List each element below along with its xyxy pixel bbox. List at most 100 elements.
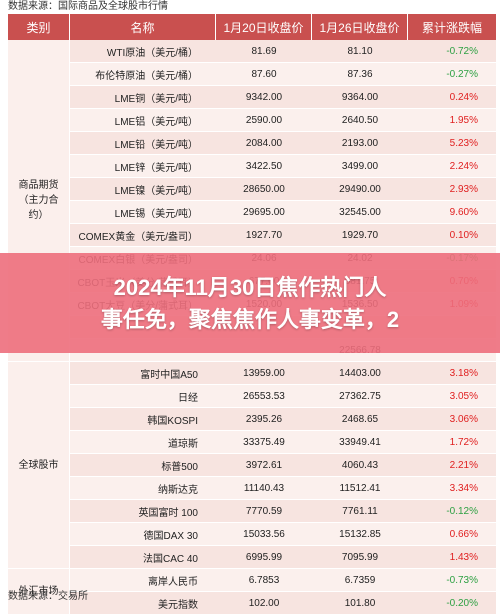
name-cell: LME铜（美元/吨） [70, 86, 216, 109]
caption: 数据来源：国际商品及全球股市行情 [8, 1, 168, 12]
table-row: LME锌（美元/吨） 3422.50 3499.00 2.24% [8, 155, 496, 178]
change-cell: 9.60% [408, 201, 496, 224]
change-cell: -0.73% [408, 569, 496, 592]
price-jan20-cell: 3972.61 [216, 454, 312, 477]
change-cell: 0.24% [408, 86, 496, 109]
change-cell: -0.20% [408, 592, 496, 615]
price-jan20-cell: 29695.00 [216, 201, 312, 224]
price-jan26-cell: 2640.50 [312, 109, 408, 132]
price-jan20-cell: 81.69 [216, 40, 312, 63]
name-cell: 美元指数 [70, 592, 216, 615]
change-cell: 3.34% [408, 477, 496, 500]
header-price-jan26[interactable]: 1月26日收盘价 [312, 14, 408, 40]
table-row: 外汇市场 离岸人民币 6.7853 6.7359 -0.73% [8, 569, 496, 615]
price-jan26-cell: 14403.00 [312, 362, 408, 385]
table-row: 商品期货 （主力合约） WTI原油（美元/桶） 81.69 81.10 -0.72% [8, 40, 496, 362]
table-row: LME镍（美元/吨） 28650.00 29490.00 2.93% [8, 178, 496, 201]
table-row: 日经 26553.53 27362.75 3.05% [8, 385, 496, 408]
price-jan20-cell: 6995.99 [216, 546, 312, 569]
price-jan26-cell: 32545.00 [312, 201, 408, 224]
price-jan20-cell: 9342.00 [216, 86, 312, 109]
name-cell: 英国富时 100 [70, 500, 216, 523]
source-note: 数据来源：交易所 [8, 591, 88, 602]
price-jan26-cell: 15132.85 [312, 523, 408, 546]
name-cell: LME锌（美元/吨） [70, 155, 216, 178]
price-jan26-cell: 1929.70 [312, 224, 408, 247]
name-cell: COMEX黄金（美元/盎司） [70, 224, 216, 247]
table-row: 英国富时 100 7770.59 7761.11 -0.12% [8, 500, 496, 523]
header-name[interactable]: 名称 [70, 14, 216, 40]
price-jan20-cell: 3422.50 [216, 155, 312, 178]
change-cell: 5.23% [408, 132, 496, 155]
change-cell: 2.24% [408, 155, 496, 178]
price-jan20-cell: 2590.00 [216, 109, 312, 132]
price-jan20-cell: 2084.00 [216, 132, 312, 155]
name-cell: 离岸人民币 [70, 569, 216, 592]
table-row: LME铅（美元/吨） 2084.00 2193.00 5.23% [8, 132, 496, 155]
price-jan26-cell: 2193.00 [312, 132, 408, 155]
header-price-jan20[interactable]: 1月20日收盘价 [216, 14, 312, 40]
name-cell: 德国DAX 30 [70, 523, 216, 546]
price-jan26-cell: 29490.00 [312, 178, 408, 201]
price-jan26-cell: 33949.41 [312, 431, 408, 454]
price-jan26-cell: 3499.00 [312, 155, 408, 178]
name-cell: 日经 [70, 385, 216, 408]
table-row: COMEX黄金（美元/盎司） 1927.70 1929.70 0.10% [8, 224, 496, 247]
price-jan26-cell: 4060.43 [312, 454, 408, 477]
price-jan26-cell: 27362.75 [312, 385, 408, 408]
change-cell: 3.06% [408, 408, 496, 431]
table-row: LME铜（美元/吨） 9342.00 9364.00 0.24% [8, 86, 496, 109]
price-jan20-cell: 33375.49 [216, 431, 312, 454]
change-cell: 1.43% [408, 546, 496, 569]
change-cell: 1.72% [408, 431, 496, 454]
header-change[interactable]: 累计涨跌幅 [408, 14, 496, 40]
change-cell: -0.12% [408, 500, 496, 523]
price-jan20-cell: 102.00 [216, 592, 312, 615]
name-cell: 道琼斯 [70, 431, 216, 454]
change-cell: 1.95% [408, 109, 496, 132]
name-cell: 富时中国A50 [70, 362, 216, 385]
banner-headline[interactable]: 2024年11月30日焦作热门人 事任免，聚焦焦作人事变革，2 [0, 272, 500, 336]
table-row: 标普500 3972.61 4060.43 2.21% [8, 454, 496, 477]
price-jan20-cell: 26553.53 [216, 385, 312, 408]
table-row: 布伦特原油（美元/桶） 87.60 87.36 -0.27% [8, 63, 496, 86]
name-cell: LME锡（美元/吨） [70, 201, 216, 224]
price-jan26-cell: 2468.65 [312, 408, 408, 431]
price-jan20-cell: 15033.56 [216, 523, 312, 546]
name-cell: 布伦特原油（美元/桶） [70, 63, 216, 86]
price-jan26-cell: 87.36 [312, 63, 408, 86]
name-cell: WTI原油（美元/桶） [70, 40, 216, 63]
price-jan20-cell: 7770.59 [216, 500, 312, 523]
price-jan26-cell: 7095.99 [312, 546, 408, 569]
price-jan26-cell: 11512.41 [312, 477, 408, 500]
change-cell: 3.18% [408, 362, 496, 385]
change-cell: 2.93% [408, 178, 496, 201]
price-jan20-cell: 13959.00 [216, 362, 312, 385]
name-cell: 标普500 [70, 454, 216, 477]
table-row: 全球股市 富时中国A50 13959.00 14403.00 3.18% [8, 362, 496, 569]
header-category[interactable]: 类别 [8, 14, 70, 40]
change-cell: -0.27% [408, 63, 496, 86]
table-row: LME锡（美元/吨） 29695.00 32545.00 9.60% [8, 201, 496, 224]
banner-line-1: 2024年11月30日焦作热门人 [113, 275, 387, 300]
banner-line-2: 事任免，聚焦焦作人事变革，2 [100, 307, 400, 332]
table-row: 德国DAX 30 15033.56 15132.85 0.66% [8, 523, 496, 546]
category-cell: 全球股市 [8, 362, 70, 569]
table-row: 纳斯达克 11140.43 11512.41 3.34% [8, 477, 496, 500]
name-cell: LME铝（美元/吨） [70, 109, 216, 132]
table-row: 韩国KOSPI 2395.26 2468.65 3.06% [8, 408, 496, 431]
name-cell: 法国CAC 40 [70, 546, 216, 569]
change-cell: 0.10% [408, 224, 496, 247]
price-jan26-cell: 9364.00 [312, 86, 408, 109]
table-header-row: 类别 名称 1月20日收盘价 1月26日收盘价 累计涨跌幅 [8, 14, 496, 40]
change-cell: 2.21% [408, 454, 496, 477]
price-jan26-cell: 6.7359 [312, 569, 408, 592]
price-jan26-cell: 81.10 [312, 40, 408, 63]
name-cell: LME镍（美元/吨） [70, 178, 216, 201]
price-jan20-cell: 11140.43 [216, 477, 312, 500]
name-cell: 韩国KOSPI [70, 408, 216, 431]
price-jan26-cell: 101.80 [312, 592, 408, 615]
price-jan20-cell: 1927.70 [216, 224, 312, 247]
price-jan20-cell: 6.7853 [216, 569, 312, 592]
price-jan20-cell: 2395.26 [216, 408, 312, 431]
